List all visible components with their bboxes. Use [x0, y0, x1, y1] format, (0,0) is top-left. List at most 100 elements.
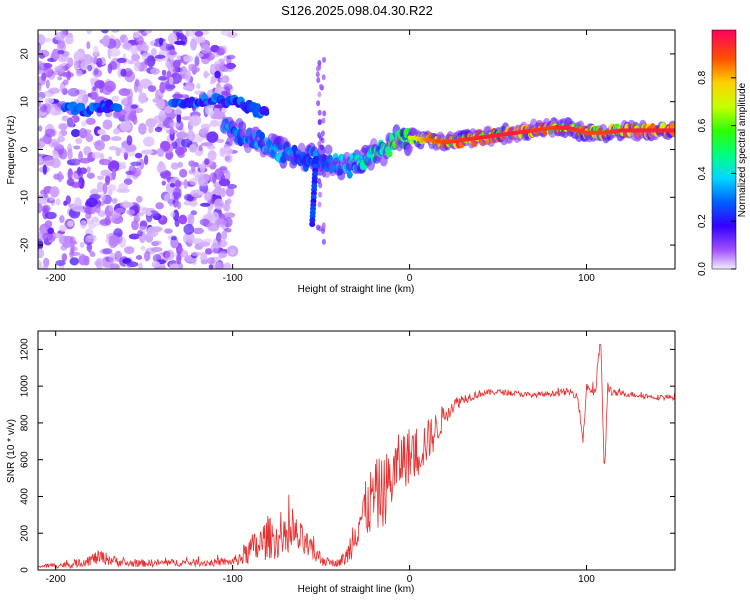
spectrogram-cell	[222, 262, 232, 269]
spectrogram-cell	[42, 232, 54, 242]
spectrogram-cell	[218, 250, 228, 259]
spectrogram-cell	[110, 161, 120, 168]
spectrogram-cell	[143, 136, 155, 147]
spectrogram-cell	[135, 255, 143, 260]
spectrogram-cell	[55, 198, 61, 206]
spectrogram-cell	[204, 191, 213, 202]
spectrogram-cell	[136, 212, 144, 217]
spectrogram-cell	[163, 193, 175, 203]
spectrogram-cell	[87, 93, 92, 98]
spectrogram-cell	[318, 182, 323, 189]
spectrogram-cell	[386, 150, 393, 158]
colorbar-label: Normalized spectral amplitude	[737, 82, 748, 217]
spectrogram-cell	[219, 78, 227, 84]
spectrogram-cell	[102, 183, 108, 195]
spectrogram-cell	[40, 103, 47, 113]
spectrogram-cell	[213, 198, 225, 210]
spectrogram-cell	[85, 235, 97, 243]
spectrogram-cell	[75, 69, 83, 77]
spectrogram-cell	[86, 166, 91, 173]
spectrogram-cell	[62, 79, 69, 86]
spectrogram-cell	[194, 55, 200, 67]
spectrogram-cell	[121, 201, 134, 208]
spectrogram-cell	[200, 43, 211, 54]
spectrogram-cell	[112, 128, 121, 135]
spectrogram-cell	[85, 197, 98, 208]
spectrogram-cell	[64, 34, 74, 45]
spectrogram-cell	[150, 226, 163, 233]
spectrogram-cell	[38, 248, 45, 259]
spectrogram-cell	[49, 186, 60, 198]
spectrogram-cell	[321, 74, 326, 81]
spectrogram-cell	[322, 56, 327, 63]
y-tick-label: 400	[20, 488, 31, 505]
spectrogram-cell	[111, 30, 120, 33]
spectrogram-cell	[190, 189, 203, 198]
spectrogram-cell	[44, 128, 56, 138]
spectrogram-cell	[206, 131, 219, 143]
spectrogram-cell	[60, 30, 67, 39]
snr-y-label: SNR (10 * v/v)	[6, 419, 17, 483]
spectrogram-cell	[221, 230, 228, 241]
spectrogram-cell	[170, 263, 180, 269]
spectrogram-cell	[187, 129, 194, 141]
spectrogram-cell	[214, 63, 225, 72]
y-tick-label: -10	[20, 190, 31, 205]
spectrogram-cell	[96, 175, 105, 180]
spectrogram-cell	[59, 215, 65, 223]
spectrogram-cell	[224, 153, 233, 163]
spectrogram-cell	[226, 54, 236, 60]
spectrogram-cell	[43, 62, 53, 69]
spectrogram-cell	[206, 257, 216, 265]
spectrogram-cell	[198, 241, 211, 247]
spectrogram-cell	[317, 60, 322, 67]
y-tick-label: 1200	[20, 338, 31, 361]
spectrogram-cell	[177, 247, 184, 253]
spectrogram-cell	[146, 55, 156, 68]
spectrogram-cell	[119, 120, 132, 132]
spectrogram-cell	[321, 238, 326, 245]
spectrogram-cell	[139, 225, 146, 230]
spectrogram-cell	[78, 127, 88, 139]
spectrogram-cell	[118, 182, 129, 191]
spectrogram-cell	[140, 245, 146, 251]
spectrogram-cell	[212, 172, 217, 184]
spectrogram-cell	[124, 144, 137, 152]
spectrogram-cell	[128, 233, 141, 240]
spectrogram-cell	[41, 72, 47, 81]
spectrogram-cell	[49, 196, 55, 202]
spectrogram-cell	[151, 260, 161, 269]
spectrogram-cell	[346, 171, 353, 179]
spectrogram-cell	[78, 254, 89, 266]
spectrogram-cell	[126, 209, 136, 216]
spectrogram-cell	[176, 55, 181, 61]
spectrogram-cell	[131, 53, 140, 62]
spectrogram-cell	[59, 225, 68, 232]
spectrogram-cell	[44, 220, 53, 228]
spectrogram-cell	[192, 227, 205, 235]
spectrogram-cell	[81, 120, 88, 127]
y-tick-label: 1000	[20, 375, 31, 398]
spectrogram-cell	[158, 110, 167, 122]
spectrogram-cell	[94, 219, 101, 227]
spectrogram-cell	[38, 138, 46, 149]
spectrogram-cell	[190, 251, 202, 257]
spectrogram-cell	[167, 32, 178, 45]
spectrogram-cell	[204, 248, 213, 255]
x-tick-label: 100	[578, 273, 595, 284]
spectrogram-cell	[324, 144, 333, 155]
spectrogram-cell	[89, 251, 96, 258]
spectrogram-cell	[130, 161, 142, 166]
spectrogram-cell	[70, 158, 81, 166]
spectrogram-cell	[79, 167, 88, 175]
spectrogram-cell	[44, 97, 55, 104]
spectrogram-cell	[96, 181, 105, 193]
spectrogram-cell	[109, 172, 114, 181]
spectrogram-cell	[180, 35, 187, 41]
spectrogram-cell	[70, 128, 81, 138]
spectrogram-cell	[111, 197, 118, 204]
spectrogram-cell	[38, 202, 43, 214]
spectrogram-cell	[172, 59, 181, 69]
spectrogram-cell	[316, 77, 321, 84]
x-tick-label: -200	[46, 273, 66, 284]
